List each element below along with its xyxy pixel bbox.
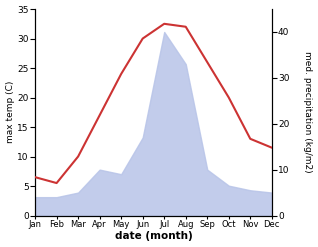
Y-axis label: max temp (C): max temp (C) xyxy=(5,81,15,144)
Y-axis label: med. precipitation (kg/m2): med. precipitation (kg/m2) xyxy=(303,51,313,173)
X-axis label: date (month): date (month) xyxy=(114,231,192,242)
